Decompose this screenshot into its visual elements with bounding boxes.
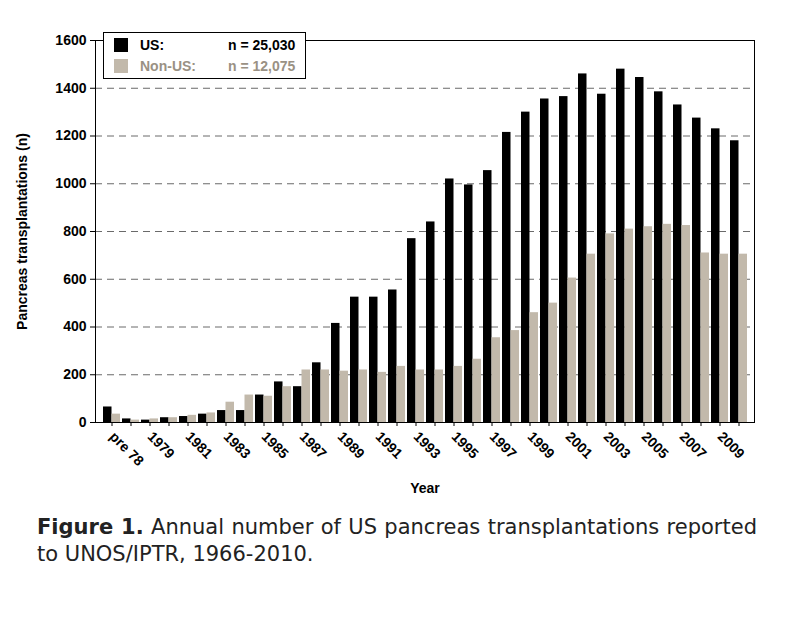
- svg-text:2007: 2007: [677, 428, 710, 461]
- svg-text:1997: 1997: [487, 428, 520, 461]
- svg-text:1983: 1983: [221, 428, 254, 461]
- svg-text:Year: Year: [410, 480, 440, 496]
- svg-text:1991: 1991: [373, 428, 406, 461]
- svg-text:1995: 1995: [449, 428, 482, 461]
- svg-text:1989: 1989: [335, 428, 368, 461]
- svg-text:2001: 2001: [563, 428, 596, 461]
- svg-text:pre 78: pre 78: [107, 428, 148, 469]
- svg-text:2003: 2003: [601, 428, 634, 461]
- svg-text:400: 400: [63, 318, 87, 334]
- svg-text:2009: 2009: [715, 428, 748, 461]
- svg-text:1400: 1400: [55, 80, 86, 96]
- svg-text:1987: 1987: [297, 428, 330, 461]
- svg-text:1999: 1999: [525, 428, 558, 461]
- html-text:n = 25,030: n = 25,030: [228, 37, 296, 53]
- svg-text:1200: 1200: [55, 127, 86, 143]
- svg-text:1985: 1985: [259, 428, 292, 461]
- svg-text:1600: 1600: [55, 32, 86, 48]
- svg-text:1993: 1993: [411, 428, 444, 461]
- svg-text:Pancreas transplantations (n): Pancreas transplantations (n): [14, 133, 30, 330]
- svg-text:0: 0: [79, 414, 87, 430]
- html-text:Figure 1. Annual number of US: Figure 1. Annual number of US pancreas t…: [37, 515, 757, 567]
- svg-text:800: 800: [63, 223, 87, 239]
- svg-text:1979: 1979: [145, 428, 178, 461]
- html-text:n = 12,075: n = 12,075: [228, 58, 296, 74]
- svg-text:2005: 2005: [639, 428, 672, 461]
- svg-text:1981: 1981: [183, 428, 216, 461]
- svg-text:1000: 1000: [55, 175, 86, 191]
- svg-text:200: 200: [63, 366, 87, 382]
- svg-text:600: 600: [63, 271, 87, 287]
- html-text:Non-US:: Non-US:: [140, 58, 196, 74]
- html-text:US:: US:: [140, 37, 165, 53]
